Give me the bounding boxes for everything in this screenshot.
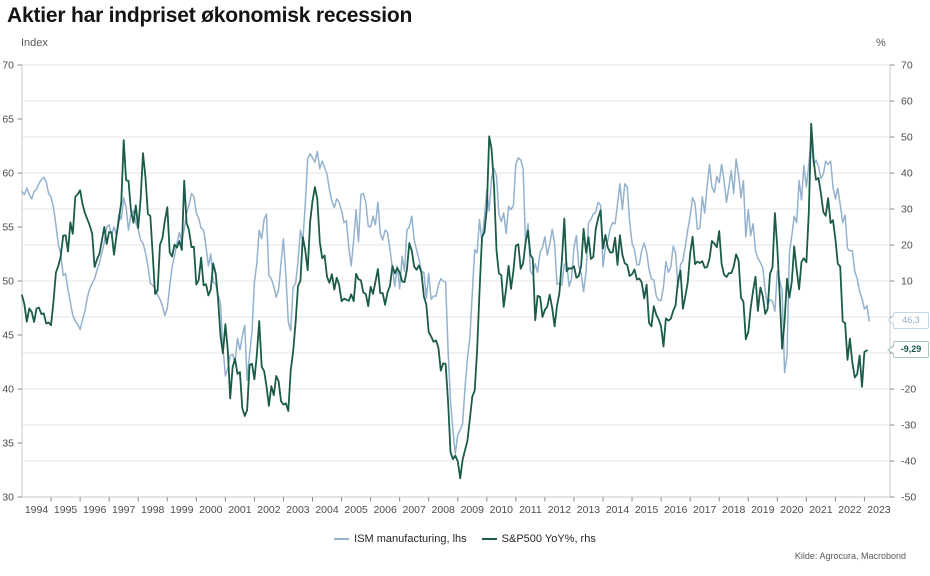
legend-item-spx: S&P500 YoY%, rhs	[481, 533, 596, 545]
x-axis-year-label: 2021	[809, 504, 833, 516]
x-axis-year-label: 2017	[693, 504, 717, 516]
x-axis-year-label: 1995	[54, 504, 78, 516]
right-axis-tick-label: 40	[901, 168, 913, 180]
x-axis-year-label: 1997	[112, 504, 136, 516]
x-axis-year-label: 2011	[519, 504, 542, 516]
left-axis-tick-label: 45	[2, 330, 14, 342]
left-axis-tick-label: 55	[2, 222, 14, 234]
ism-legend-dash-icon	[334, 538, 350, 540]
ism-line	[21, 136, 871, 455]
left-axis-tick-label: 65	[2, 114, 14, 126]
x-axis-year-label: 2020	[780, 504, 804, 516]
x-axis-year-label: 2014	[606, 504, 630, 516]
right-axis-tick-label: 60	[901, 96, 913, 108]
spx-line	[21, 122, 868, 480]
left-axis-tick-label: 30	[2, 492, 14, 504]
x-axis-year-label: 2005	[344, 504, 368, 516]
spx-legend-dash-icon	[481, 538, 497, 540]
x-axis-year-label: 2010	[490, 504, 514, 516]
x-axis-year-label: 2007	[402, 504, 426, 516]
x-axis-year-label: 2009	[461, 504, 485, 516]
x-axis-year-label: 1998	[141, 504, 165, 516]
spx-legend-label: S&P500 YoY%, rhs	[501, 533, 596, 545]
left-axis-tick-label: 35	[2, 438, 14, 450]
x-axis-year-label: 2008	[432, 504, 456, 516]
right-axis-tick-label: -20	[901, 384, 916, 396]
left-axis-tick-label: 50	[2, 276, 14, 288]
x-axis-year-label: 2018	[722, 504, 746, 516]
right-axis-tick-label: -30	[901, 420, 916, 432]
left-axis-tick-label: 70	[2, 60, 14, 72]
x-axis-year-label: 2003	[286, 504, 310, 516]
right-axis-tick-label: -40	[901, 456, 916, 468]
right-axis-tick-label: 50	[901, 132, 913, 144]
x-axis-year-label: 2001	[228, 504, 252, 516]
x-axis-year-label: 2015	[635, 504, 659, 516]
x-axis-year-label: 2013	[577, 504, 601, 516]
chart-title: Aktier har indpriset økonomisk recession	[7, 4, 413, 27]
right-axis-tick-label: 70	[901, 60, 913, 72]
left-axis-tick-label: 60	[2, 168, 14, 180]
legend-item-ism: ISM manufacturing, lhs	[334, 533, 467, 545]
x-axis-year-label: 2006	[373, 504, 397, 516]
x-axis-year-label: 1996	[83, 504, 107, 516]
spx-last-value-text: -9,29	[900, 344, 922, 355]
ism-last-value-text: 46,3	[902, 314, 920, 325]
right-axis-tick-label: 30	[901, 204, 913, 216]
ism-last-value-callout: 46,3	[887, 311, 929, 329]
x-axis-year-label: 2016	[664, 504, 688, 516]
left-axis-tick-label: 40	[2, 384, 14, 396]
x-axis-year-label: 2012	[548, 504, 572, 516]
legend: ISM manufacturing, lhs S&P500 YoY%, rhs	[0, 533, 930, 545]
x-axis-year-label: 2004	[315, 504, 339, 516]
right-axis-tick-label: 10	[901, 276, 913, 288]
x-axis-year-label: 2002	[257, 504, 281, 516]
source-note: Kilde: Agrocura, Macrobond	[794, 551, 906, 561]
x-axis-year-label: 2000	[199, 504, 223, 516]
right-axis-tick-label: 20	[901, 240, 913, 252]
right-axis-unit-label: %	[876, 37, 886, 49]
x-axis-year-label: 1994	[25, 504, 49, 516]
right-axis-tick-label: -50	[901, 492, 916, 504]
left-axis-unit-label: Index	[21, 37, 48, 49]
x-axis-year-label: 1999	[170, 504, 194, 516]
ism-legend-label: ISM manufacturing, lhs	[354, 533, 467, 545]
x-axis-year-label: 2019	[751, 504, 775, 516]
spx-last-value-callout: -9,29	[887, 341, 929, 359]
x-axis-year-label: 2022	[838, 504, 862, 516]
x-axis-year-label: 2023	[867, 504, 891, 516]
